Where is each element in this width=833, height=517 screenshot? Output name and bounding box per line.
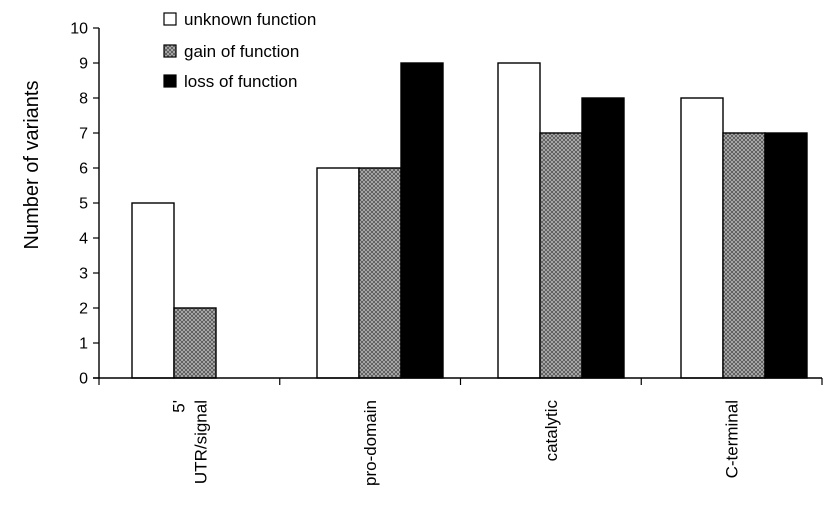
y-tick-label: 8 (79, 91, 88, 108)
y-tick-label: 7 (79, 126, 88, 143)
y-tick-label: 3 (79, 266, 88, 283)
y-axis-title: Number of variants (21, 81, 43, 250)
y-tick-label: 9 (79, 56, 88, 73)
y-tick-label: 10 (70, 21, 88, 38)
bar-loss-of-function-1 (400, 62, 444, 379)
legend: unknown function gain of function loss of … (163, 10, 316, 91)
bar-unknown-function-2 (497, 62, 541, 379)
bar-loss-of-function-2 (581, 97, 625, 379)
bar-unknown-function-3 (680, 97, 724, 379)
legend-swatch (163, 12, 177, 26)
legend-label: unknown function (184, 10, 316, 29)
x-category-label: catalytic (542, 400, 561, 462)
x-category-label: pro-domain (361, 400, 380, 486)
y-tick-label: 4 (79, 231, 88, 248)
y-tick-label: 0 (79, 371, 88, 388)
bar-gain-of-function-3 (722, 132, 766, 379)
legend-swatch (163, 44, 177, 58)
legend-label: gain of function (184, 42, 299, 61)
y-tick-label: 1 (79, 336, 88, 353)
y-tick-label: 2 (79, 301, 88, 318)
x-category-label: C-terminal (723, 400, 742, 478)
bar-loss-of-function-3 (764, 132, 808, 379)
legend-swatch (163, 74, 177, 88)
bar-unknown-function-0 (131, 202, 175, 379)
x-category-label: 5' (169, 400, 188, 413)
y-tick-label: 5 (79, 196, 88, 213)
bar-gain-of-function-0 (173, 307, 217, 379)
legend-label: loss of function (184, 72, 297, 91)
axes (93, 28, 823, 385)
bar-unknown-function-1 (316, 167, 360, 379)
category-labels: 5' UTR/signal pro-domain catalytic C-termina… (169, 400, 741, 486)
y-axis-ticks: 0 1 2 3 4 5 6 7 8 9 10 (70, 21, 99, 388)
y-tick-label: 6 (79, 161, 88, 178)
x-category-label: UTR/signal (191, 400, 210, 484)
bar-gain-of-function-1 (358, 167, 402, 379)
bar-gain-of-function-2 (539, 132, 583, 379)
bars (131, 62, 808, 379)
